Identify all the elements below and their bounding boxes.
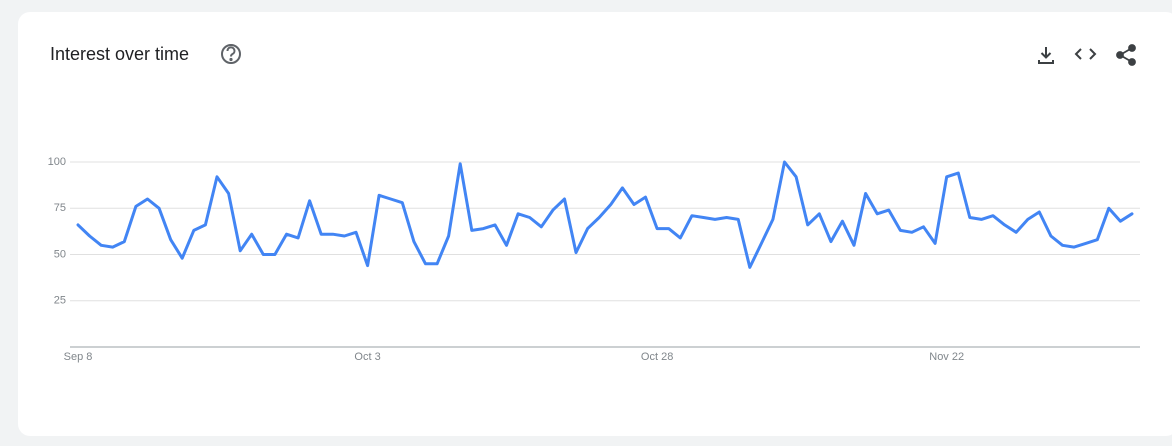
help-icon[interactable] (221, 44, 241, 64)
card (18, 12, 1172, 436)
x-tick-label: Oct 28 (641, 351, 673, 363)
x-tick-label: Nov 22 (929, 351, 964, 363)
y-tick-label: 75 (54, 202, 66, 214)
y-tick-label: 25 (54, 295, 66, 307)
y-tick-label: 50 (54, 248, 66, 260)
embed-icon[interactable] (1074, 48, 1097, 60)
x-tick-label: Oct 3 (354, 351, 380, 363)
y-tick-label: 100 (48, 156, 66, 168)
x-tick-label: Sep 8 (64, 351, 93, 363)
trend-line (76, 160, 1134, 269)
share-icon[interactable] (1116, 44, 1136, 66)
chart-title: Interest over time (50, 44, 189, 64)
download-icon[interactable] (1038, 47, 1054, 64)
